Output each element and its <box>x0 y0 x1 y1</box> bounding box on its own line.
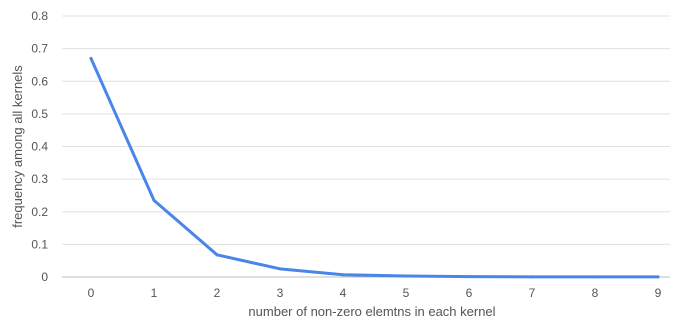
y-tick-label: 0.7 <box>31 42 48 56</box>
y-tick-label: 0.5 <box>31 107 48 121</box>
data-point <box>467 275 471 279</box>
x-tick-label: 6 <box>466 286 473 300</box>
series-line <box>89 56 660 279</box>
x-tick-label: 7 <box>529 286 536 300</box>
y-tick-label: 0.2 <box>31 205 48 219</box>
data-point <box>152 198 156 202</box>
data-point <box>215 253 219 257</box>
data-point <box>341 273 345 277</box>
y-tick-label: 0.3 <box>31 172 48 186</box>
x-tick-label: 5 <box>403 286 410 300</box>
x-tick-label: 9 <box>655 286 662 300</box>
grid-layer <box>62 15 670 278</box>
x-tick-label: 1 <box>151 286 158 300</box>
y-tick-label: 0.6 <box>31 74 48 88</box>
y-tick-label: 0.8 <box>31 9 48 23</box>
y-axis-title: frequency among all kernels <box>10 65 25 228</box>
data-point <box>656 275 660 279</box>
x-tick-label: 3 <box>277 286 284 300</box>
y-tick-label: 0.1 <box>31 237 48 251</box>
data-point <box>404 274 408 278</box>
x-tick-label: 8 <box>592 286 599 300</box>
y-tick-labels: 0 0.1 0.2 0.3 0.4 0.5 0.6 0.7 0.8 <box>31 9 48 284</box>
series-layer <box>89 56 660 279</box>
x-tick-label: 0 <box>88 286 95 300</box>
data-point <box>593 275 597 279</box>
x-tick-label: 2 <box>214 286 221 300</box>
y-tick-label: 0 <box>41 270 48 284</box>
y-tick-label: 0.4 <box>31 140 48 154</box>
data-point <box>530 275 534 279</box>
data-point <box>89 56 93 60</box>
x-axis-title: number of non-zero elemtns in each kerne… <box>248 304 495 319</box>
data-point <box>278 267 282 271</box>
x-tick-labels: 0 1 2 3 4 5 6 7 8 9 <box>88 286 662 300</box>
x-tick-label: 4 <box>340 286 347 300</box>
